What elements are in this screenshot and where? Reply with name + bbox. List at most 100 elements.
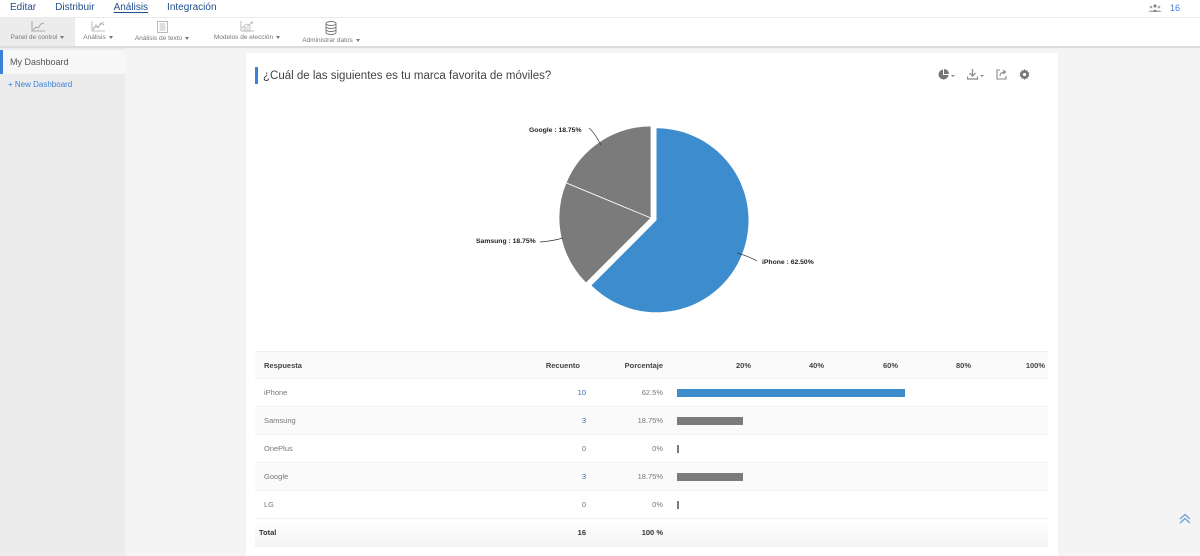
- line-chart-icon: [31, 21, 45, 32]
- text-analysis-icon: [156, 21, 168, 33]
- row-percent: 18.75%: [637, 416, 663, 425]
- axis-tick-100: 100%: [1025, 361, 1045, 370]
- row-percent: 62.5%: [641, 388, 663, 397]
- dashboard-sidebar: My Dashboard + New Dashboard: [0, 48, 125, 556]
- axis-tick-60: 60%: [882, 361, 898, 370]
- nav-integracion[interactable]: Integración: [167, 2, 217, 13]
- tool-modelos-de-eleccion[interactable]: Modelos de elección: [203, 18, 291, 46]
- tool-label: Análisis de texto: [134, 35, 183, 42]
- chevron-down-icon: [276, 35, 281, 39]
- chart-type-icon: [938, 69, 949, 80]
- tool-analisis[interactable]: Análisis: [75, 18, 121, 46]
- axis-tick-40: 40%: [808, 361, 824, 370]
- header-response: Respuesta: [264, 361, 302, 370]
- bar-fill-samsung: [677, 417, 743, 425]
- bar-fill-google: [677, 473, 743, 481]
- table-row: Google 3 18.75%: [255, 463, 1048, 491]
- row-percent: 0%: [652, 500, 663, 509]
- total-percent: 100 %: [641, 528, 663, 537]
- analysis-toolbar: Panel de control Análisis Análisis de te…: [0, 18, 1200, 48]
- row-response: LG: [264, 500, 275, 509]
- settings-button[interactable]: [1019, 69, 1030, 80]
- chevron-down-icon: [951, 74, 955, 77]
- download-button[interactable]: [967, 69, 984, 80]
- nav-analisis[interactable]: Análisis: [113, 2, 149, 13]
- chevron-down-icon: [185, 36, 190, 40]
- sidebar-item-my-dashboard[interactable]: My Dashboard: [0, 50, 125, 74]
- card-title: ¿Cuál de las siguientes es tu marca favo…: [255, 67, 551, 84]
- table-row: Samsung 3 18.75%: [255, 407, 1048, 435]
- database-icon: [325, 21, 337, 35]
- question-title: ¿Cuál de las siguientes es tu marca favo…: [263, 69, 552, 82]
- row-percent: 18.75%: [637, 472, 663, 481]
- row-percent: 0%: [652, 444, 663, 453]
- pie-label-samsung: Samsung : 18.75%: [476, 238, 536, 245]
- tool-administrar-datos[interactable]: Administrar datos: [291, 18, 371, 46]
- results-table: Respuesta Recuento Porcentaje 20% 40% 60…: [255, 351, 1048, 547]
- choice-model-icon: [240, 21, 254, 32]
- pie-label-iphone: iPhone : 62.50%: [762, 259, 814, 266]
- bar-fill-oneplus: [677, 445, 679, 453]
- share-button[interactable]: [996, 69, 1007, 80]
- row-response: OnePlus: [264, 444, 293, 453]
- tool-label: Modelos de elección: [213, 34, 274, 41]
- row-response: Google: [264, 472, 289, 481]
- bar-fill-lg: [677, 501, 679, 509]
- users-indicator[interactable]: 16: [1148, 3, 1180, 13]
- row-count-link[interactable]: 3: [581, 416, 586, 425]
- card-toolbar: [938, 69, 1030, 80]
- header-percent: Porcentaje: [624, 361, 663, 370]
- analysis-chart-icon: [91, 21, 105, 32]
- pie-label-google: Google : 18.75%: [529, 127, 582, 134]
- chart-type-button[interactable]: [938, 69, 955, 80]
- bar-fill-iphone: [677, 389, 905, 397]
- title-accent-bar: [255, 67, 258, 84]
- table-row: LG 0 0%: [255, 491, 1048, 519]
- pie-slice-samsung[interactable]: [558, 182, 652, 284]
- table-row: OnePlus 0 0%: [255, 435, 1048, 463]
- table-total-row: Total 16 100 %: [255, 519, 1048, 547]
- bar-track: [677, 473, 1042, 481]
- chevron-down-icon: [60, 35, 65, 39]
- top-bar: Editar Distribuir Análisis Integración 1…: [0, 0, 1200, 18]
- share-icon: [996, 69, 1007, 80]
- table-row: iPhone 10 62.5%: [255, 379, 1048, 407]
- tool-label: Análisis: [83, 34, 106, 41]
- tool-label: Administrar datos: [302, 37, 353, 44]
- tool-analisis-de-texto[interactable]: Análisis de texto: [121, 18, 203, 46]
- header-count: Recuento: [545, 361, 580, 370]
- pie-slice-google[interactable]: [565, 125, 652, 219]
- row-count-link[interactable]: 3: [581, 472, 586, 481]
- chevron-down-icon: [108, 35, 113, 39]
- total-count: 16: [577, 528, 586, 537]
- bar-track: [677, 389, 1042, 397]
- nav-distribuir[interactable]: Distribuir: [55, 2, 95, 13]
- new-dashboard-link[interactable]: + New Dashboard: [8, 80, 73, 89]
- scroll-to-top-button[interactable]: [1179, 511, 1191, 529]
- pie-slices: [558, 125, 749, 313]
- tool-label: Panel de control: [10, 34, 58, 41]
- download-icon: [967, 69, 978, 80]
- bar-track: [677, 501, 1042, 509]
- bar-track: [677, 417, 1042, 425]
- nav-editar[interactable]: Editar: [10, 2, 37, 13]
- table-header: Respuesta Recuento Porcentaje 20% 40% 60…: [255, 351, 1048, 379]
- pie-slice-iphone[interactable]: [591, 128, 749, 313]
- row-count-link[interactable]: 10: [577, 388, 586, 397]
- question-card: ¿Cuál de las siguientes es tu marca favo…: [246, 53, 1058, 556]
- settings-icon: [1019, 69, 1030, 80]
- chevron-down-icon: [980, 74, 984, 77]
- axis-tick-20: 20%: [735, 361, 751, 370]
- pie-label-leaders: [539, 127, 758, 262]
- axis-tick-80: 80%: [955, 361, 971, 370]
- chevron-down-icon: [355, 38, 360, 42]
- tool-panel-de-control[interactable]: Panel de control: [0, 18, 75, 46]
- total-label: Total: [259, 528, 277, 537]
- bar-track: [677, 445, 1042, 453]
- double-chevron-up-icon: [1179, 513, 1191, 524]
- users-icon: [1148, 4, 1162, 12]
- row-response: iPhone: [264, 388, 288, 397]
- pie-chart: Google : 18.75% Samsung : 18.75% iPhone …: [476, 125, 814, 313]
- row-response: Samsung: [264, 416, 296, 425]
- row-count: 0: [581, 500, 586, 509]
